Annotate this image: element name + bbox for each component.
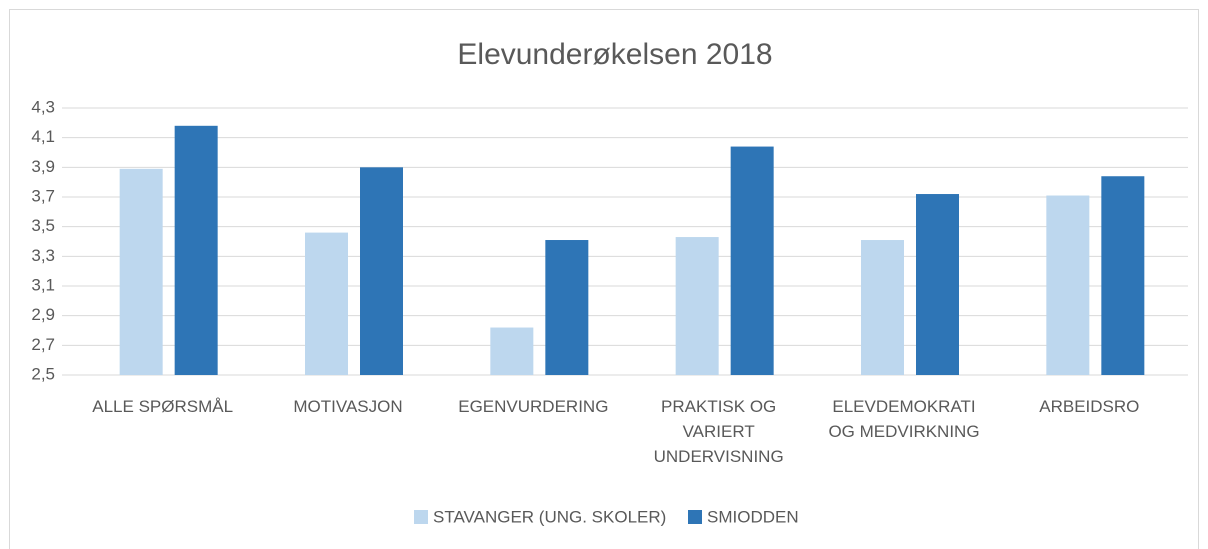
legend-label: STAVANGER (UNG. SKOLER) xyxy=(433,507,666,526)
bar xyxy=(730,146,774,375)
legend-swatch xyxy=(414,510,428,524)
y-tick-label: 3,5 xyxy=(31,216,55,235)
y-tick-label: 3,1 xyxy=(31,275,55,294)
bar xyxy=(305,232,348,375)
y-tick-label: 3,9 xyxy=(31,157,55,176)
bar xyxy=(490,327,534,375)
x-tick-label: ELEVDEMOKRATI OG MEDVIRKNING xyxy=(828,397,980,441)
chart-border xyxy=(9,9,1199,549)
x-tick-label: ALLE SPØRSMÅL xyxy=(92,397,234,416)
y-tick-label: 3,7 xyxy=(31,186,55,205)
bar xyxy=(675,237,719,375)
y-tick-label: 3,3 xyxy=(31,246,55,265)
y-tick-label: 4,1 xyxy=(31,127,55,146)
bar xyxy=(1046,195,1090,375)
bar xyxy=(545,240,589,375)
bar xyxy=(174,125,218,375)
y-tick-label: 2,7 xyxy=(31,335,55,354)
y-tick-label: 2,9 xyxy=(31,305,55,324)
bar xyxy=(360,167,403,375)
x-tick-label: EGENVURDERING xyxy=(458,397,609,416)
bar xyxy=(861,240,904,375)
x-tick-label: PRAKTISK OG VARIERT UNDERVISNING xyxy=(653,397,784,466)
bar xyxy=(1101,176,1145,375)
legend-swatch xyxy=(688,510,702,524)
chart-title: Elevunderøkelsen 2018 xyxy=(457,38,772,71)
legend-label: SMIODDEN xyxy=(707,507,799,526)
x-tick-label: MOTIVASJON xyxy=(293,397,403,416)
y-tick-label: 2,5 xyxy=(31,364,55,383)
bar xyxy=(916,194,959,375)
x-tick-label: ARBEIDSRO xyxy=(1039,397,1140,416)
bar xyxy=(119,168,163,375)
y-tick-label: 4,3 xyxy=(31,97,55,116)
